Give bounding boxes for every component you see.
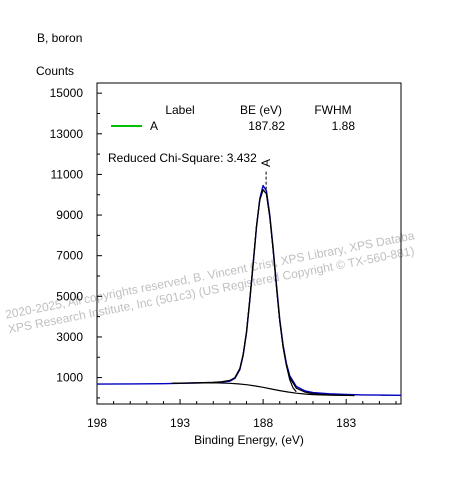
x-tick-label: 188 [253, 416, 273, 430]
series-component [234, 189, 297, 393]
peak-marker-label: A [259, 159, 273, 167]
reduced-chi-square: Reduced Chi-Square: 3.432 [108, 151, 257, 165]
legend-header: BE (eV) [240, 103, 282, 117]
legend-header: FWHM [314, 103, 351, 117]
y-tick-label: 7000 [56, 249, 83, 263]
chart-title: B, boron [37, 31, 83, 45]
watermark: 2020-2025, All copyrights reserved, B. V… [4, 228, 416, 336]
x-tick-label: 193 [170, 416, 190, 430]
x-axis: 198 193 188 183 [87, 399, 397, 430]
watermark-group: 2020-2025, All copyrights reserved, B. V… [4, 228, 416, 336]
y-tick-label: 3000 [56, 330, 83, 344]
legend-header: Label [165, 103, 194, 117]
y-tick-label: 5000 [56, 289, 83, 303]
y-axis: 1000 3000 5000 7000 9000 11000 13000 15000 [50, 86, 102, 399]
y-axis-label: Counts [36, 64, 75, 78]
series-background [171, 382, 355, 397]
watermark-line: 2020-2025, All copyrights reserved, B. V… [4, 228, 416, 321]
y-tick-label: 15000 [50, 86, 84, 100]
y-tick-label: 1000 [56, 371, 83, 385]
y-tick-label: 13000 [50, 127, 84, 141]
legend: Label BE (eV) FWHM A 187.82 1.88 Reduced Chi-S… [108, 103, 355, 165]
legend-fwhm: 1.88 [332, 119, 356, 133]
x-tick-label: 183 [336, 416, 356, 430]
legend-be: 187.82 [248, 119, 285, 133]
legend-label: A [150, 119, 158, 133]
y-tick-label: 11000 [51, 167, 84, 181]
x-tick-label: 198 [87, 416, 107, 430]
y-tick-label: 9000 [56, 208, 83, 222]
plot-frame [96, 82, 402, 405]
x-axis-label: Binding Energy, (eV) [194, 433, 304, 447]
series-layer: A [96, 159, 402, 397]
